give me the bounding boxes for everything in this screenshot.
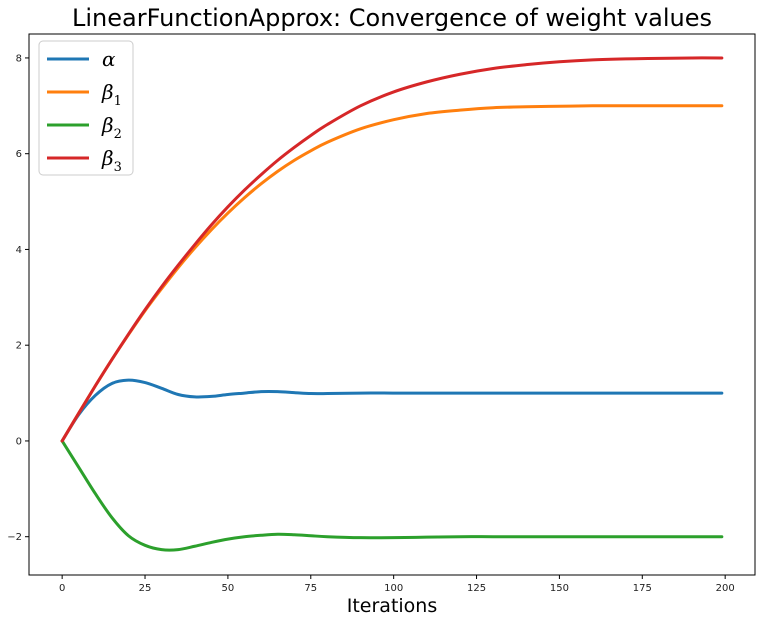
legend-label: β1	[101, 80, 122, 109]
x-tick-label: 100	[384, 583, 403, 594]
y-axis: −2 0 2 4 6 8	[7, 53, 29, 543]
series-line-3	[60, 439, 724, 552]
legend-label: β3	[101, 146, 122, 175]
x-tick-label: 175	[633, 583, 652, 594]
legend-symbol: β	[101, 80, 114, 104]
legend-symbol: β	[101, 146, 114, 170]
series-line-2	[60, 104, 724, 443]
y-tick-label: 4	[16, 245, 22, 256]
x-tick-label: 200	[716, 583, 735, 594]
y-tick-label: 2	[16, 341, 22, 352]
x-tick-label: 25	[139, 583, 152, 594]
plot-frame	[28, 33, 756, 576]
x-tick-label: 125	[467, 583, 486, 594]
legend-subscript: 2	[114, 127, 122, 142]
legend-symbol: β	[101, 113, 114, 137]
x-tick-label: 0	[59, 583, 65, 594]
chart-title: LinearFunctionApprox: Convergence of wei…	[72, 4, 712, 32]
x-tick-label: 75	[304, 583, 317, 594]
y-tick-label: 8	[16, 53, 22, 64]
x-tick-label: 50	[222, 583, 235, 594]
x-axis: 0 25 50 75 100 125 150 175 200	[59, 575, 735, 594]
legend-box	[38, 40, 134, 176]
series-line-4	[60, 56, 724, 443]
y-tick-label: 6	[16, 149, 22, 160]
legend-subscript: 3	[114, 160, 122, 175]
y-tick-label: −2	[7, 532, 22, 543]
series-line-1	[60, 378, 724, 443]
legend-label: α	[102, 47, 116, 71]
x-axis-label: Iterations	[347, 595, 438, 617]
legend-subscript: 1	[114, 94, 122, 109]
legend-symbol: α	[102, 47, 116, 71]
legend-label: β2	[101, 113, 122, 142]
y-tick-label: 0	[16, 436, 22, 447]
plot-lines	[60, 56, 724, 552]
x-tick-label: 150	[550, 583, 569, 594]
